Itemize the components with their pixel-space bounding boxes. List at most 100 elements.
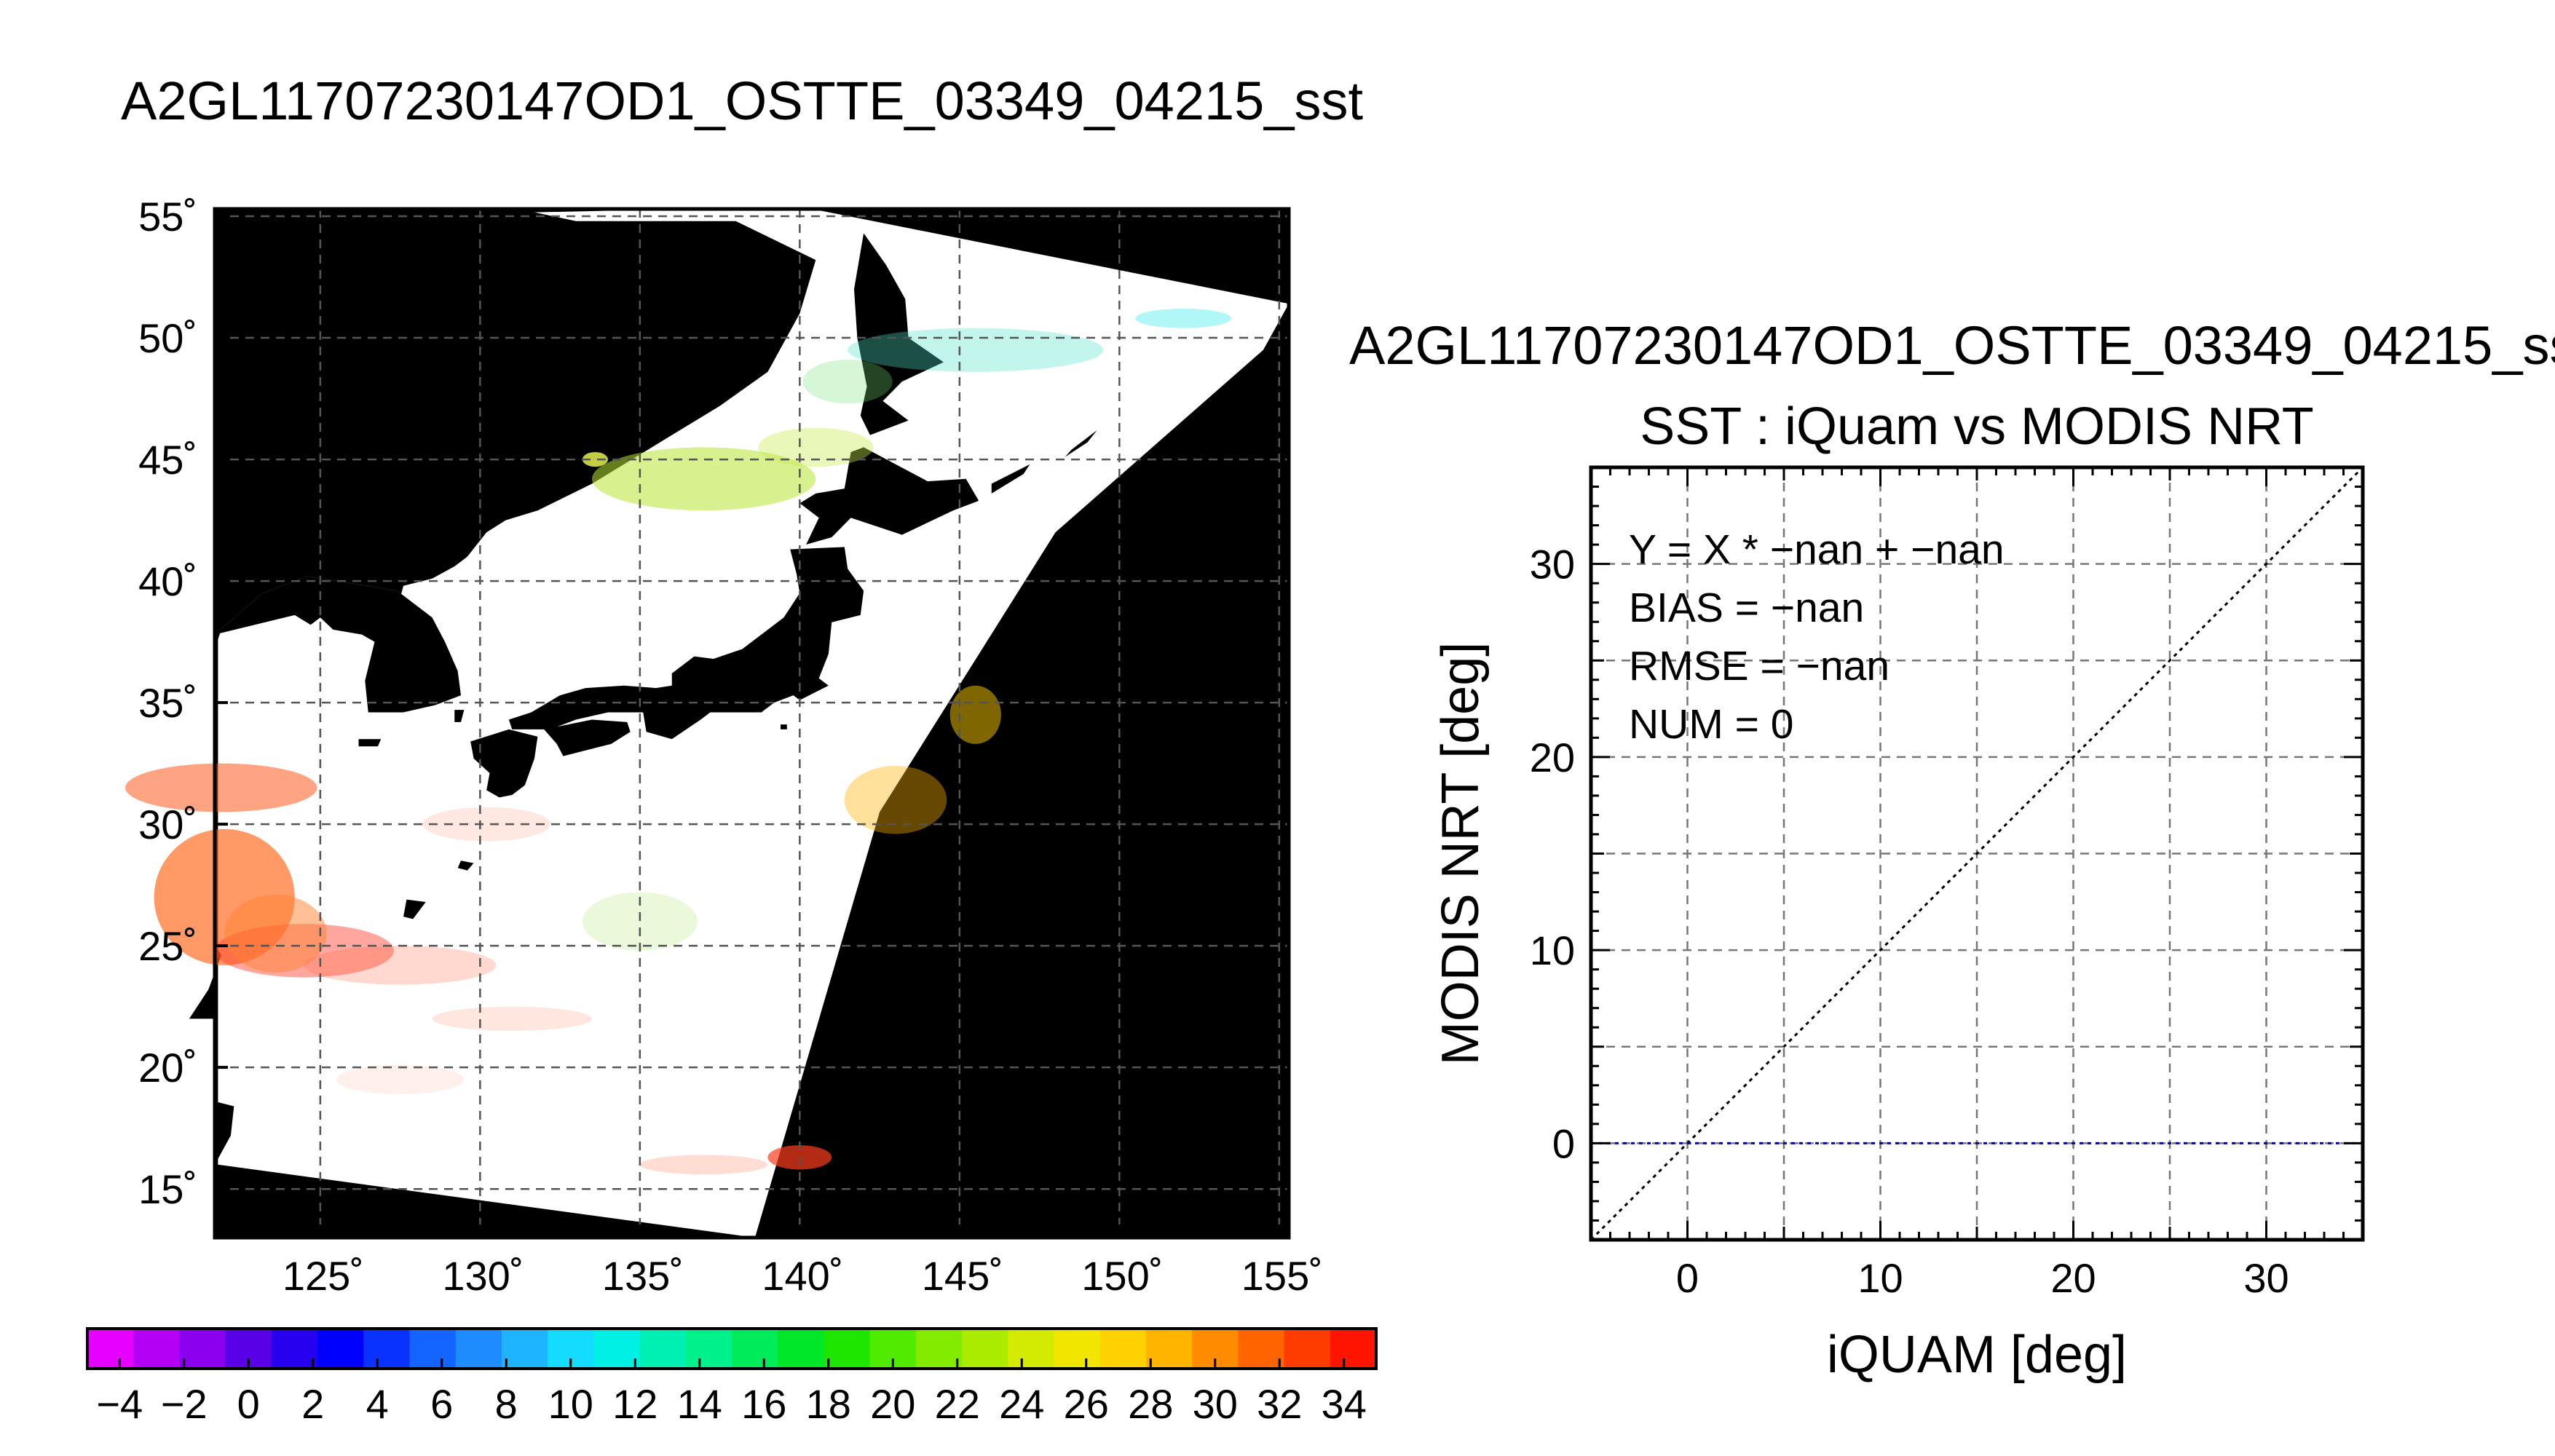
colorbar-segment — [133, 1329, 181, 1369]
map-grid — [215, 209, 1289, 1238]
land-sakhalin — [853, 233, 944, 435]
axes-title: SST : iQuam vs MODIS NRT — [1640, 397, 2314, 456]
sst-patch-15 — [582, 892, 698, 951]
x-tick-label: 20 — [2050, 1255, 2096, 1301]
colorbar-label: 8 — [495, 1381, 518, 1427]
colorbar-segment — [639, 1329, 687, 1369]
lat-tick-label: 50˚ — [138, 315, 197, 361]
lon-tick-label: 130˚ — [442, 1253, 524, 1299]
lat-tick-label: 45˚ — [138, 437, 197, 483]
colorbar: −4 −2 0 2 4 6 8 10 12 14 16 18 20 22 24 26 28 30 32 34 — [86, 1327, 1378, 1427]
colorbar-segment — [363, 1329, 411, 1369]
x-axis-label: iQUAM [deg] — [1827, 1326, 2127, 1384]
colorbar-label: 6 — [430, 1381, 453, 1427]
colorbar-label: 20 — [870, 1381, 915, 1427]
y-tick-label: 10 — [1530, 927, 1575, 973]
colorbar-segment — [732, 1329, 778, 1369]
colorbar-segment — [1330, 1329, 1377, 1369]
y-axis-label: MODIS NRT [deg] — [1431, 642, 1490, 1066]
land-eurasia — [215, 576, 462, 713]
colorbar-segment — [1284, 1329, 1331, 1369]
colorbar-label: 32 — [1257, 1381, 1302, 1427]
stat-num: NUM = 0 — [1629, 701, 1794, 748]
colorbar-label: 2 — [301, 1381, 324, 1427]
colorbar-label: 22 — [935, 1381, 980, 1427]
stat-bias: BIAS = −nan — [1629, 585, 1865, 631]
scatter-figure-title: A2GL11707230147OD1_OSTTE_03349_04215_sst — [1349, 315, 2555, 376]
colorbar-label: −2 — [161, 1381, 208, 1427]
sst-patch-3 — [224, 895, 327, 973]
stat-rmse: RMSE = −nan — [1629, 643, 1890, 689]
lon-tick-label: 150˚ — [1081, 1253, 1163, 1299]
land-kyushu — [470, 729, 538, 798]
sst-patch-14 — [1135, 308, 1231, 328]
colorbar-label: 28 — [1128, 1381, 1173, 1427]
colorbar-segment — [778, 1329, 825, 1369]
sst-data-layer — [125, 308, 1231, 1175]
colorbar-label: 4 — [366, 1381, 389, 1427]
colorbar-segment — [87, 1329, 134, 1369]
sst-patch-9 — [949, 685, 1001, 744]
lon-tick-label: 140˚ — [762, 1253, 843, 1299]
colorbar-segment — [317, 1329, 364, 1369]
colorbar-segment — [962, 1329, 1008, 1369]
y-tick-label: 0 — [1552, 1120, 1575, 1166]
sst-patch-7 — [639, 1155, 768, 1175]
land-masses — [189, 209, 1097, 1165]
colorbar-label: 10 — [548, 1381, 593, 1427]
colorbar-label: 26 — [1064, 1381, 1109, 1427]
colorbar-label: 30 — [1193, 1381, 1238, 1427]
sst-patch-10 — [592, 447, 816, 511]
colorbar-segment — [409, 1329, 457, 1369]
sst-patch-11 — [758, 427, 874, 467]
sst-patch-5 — [432, 1006, 593, 1032]
land-ryukyu-amami — [457, 860, 474, 871]
sst-patch-4 — [304, 946, 497, 985]
lon-tick-label: 125˚ — [283, 1253, 364, 1299]
colorbar-segment — [179, 1329, 226, 1369]
colorbar-label: −4 — [96, 1381, 143, 1427]
sst-patch-16 — [422, 807, 550, 842]
colorbar-segment — [1008, 1329, 1055, 1369]
lon-tick-label: 135˚ — [602, 1253, 684, 1299]
y-tick-label: 20 — [1530, 735, 1575, 780]
sst-patch-0 — [125, 763, 317, 812]
land-izu-islands — [781, 724, 787, 729]
colorbar-segment — [455, 1329, 502, 1369]
land-tsushima — [454, 710, 465, 722]
x-tick-label: 10 — [1857, 1255, 1903, 1301]
colorbar-segment — [1145, 1329, 1193, 1369]
land-jeju — [358, 739, 382, 747]
x-tick-label: 30 — [2243, 1255, 2289, 1301]
land-korea-north — [215, 209, 816, 635]
land-kuril-1 — [991, 464, 1030, 494]
lat-tick-label: 35˚ — [138, 680, 197, 726]
colorbar-segment — [593, 1329, 641, 1369]
lat-tick-label: 20˚ — [138, 1045, 197, 1091]
lon-tick-label: 155˚ — [1241, 1253, 1323, 1299]
colorbar-segment — [1099, 1329, 1147, 1369]
lat-tick-label: 15˚ — [138, 1166, 197, 1212]
sst-map: 125˚ 130˚ 135˚ 140˚ 145˚ 150˚ 155˚ 55˚ 50˚ 45˚ 40˚… — [86, 194, 1378, 1427]
land-okinawa — [403, 899, 426, 919]
colorbar-segment — [271, 1329, 318, 1369]
sst-patch-12 — [802, 360, 893, 404]
colorbar-label: 14 — [677, 1381, 722, 1427]
lat-tick-label: 55˚ — [138, 194, 197, 240]
lat-tick-label: 40˚ — [138, 558, 197, 604]
colorbar-label: 12 — [612, 1381, 657, 1427]
colorbar-segment — [685, 1329, 732, 1369]
lon-tick-label: 145˚ — [922, 1253, 1003, 1299]
colorbar-segment — [824, 1329, 871, 1369]
map-title: A2GL11707230147OD1_OSTTE_03349_04215_sst — [121, 71, 1364, 131]
x-tick-label: 0 — [1676, 1255, 1699, 1301]
sst-patch-13 — [848, 328, 1104, 372]
colorbar-segment — [915, 1329, 963, 1369]
colorbar-label: 16 — [741, 1381, 786, 1427]
land-hokkaido — [799, 447, 979, 545]
map-frame — [213, 207, 1291, 1240]
identity-line — [1590, 466, 2364, 1241]
colorbar-label: 34 — [1322, 1381, 1367, 1427]
